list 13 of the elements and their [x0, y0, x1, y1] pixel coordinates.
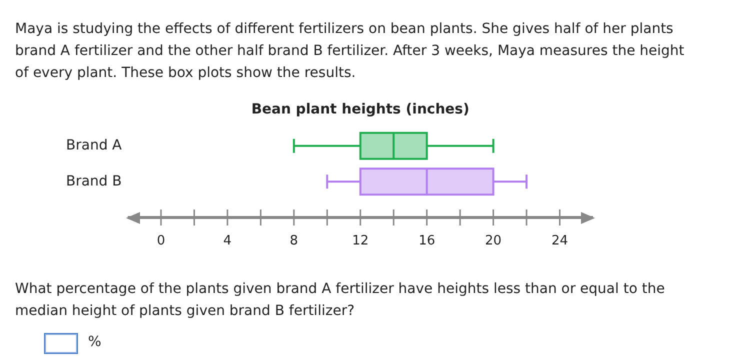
x-tick-label: 0	[156, 234, 166, 249]
x-tick-label: 8	[290, 234, 298, 249]
text: %	[88, 334, 102, 350]
x-tick-label: 4	[223, 234, 232, 249]
y-tick-label: Brand B	[66, 173, 122, 190]
y-tick-label: Brand A	[66, 138, 122, 154]
text: What percentage of the plants given brand A fertilizer have heights less than or equal to the median height of plants given brand B fertilizer?	[15, 280, 666, 321]
x-tick-label: 12	[352, 234, 369, 249]
x-tick-label: 16	[418, 234, 436, 249]
x-tick-label: 24	[551, 234, 568, 249]
chart-title: Bean plant heights (inches)	[251, 102, 470, 118]
x-tick-label: 20	[485, 234, 502, 249]
text: Maya is studying the effects of different fertilizers on bean plants. She gives half of her plants brand A fertilizer and the other half brand B fertilizer. After 3 weeks, Maya measures the height of every plant. These box plots show the results.	[15, 20, 685, 83]
